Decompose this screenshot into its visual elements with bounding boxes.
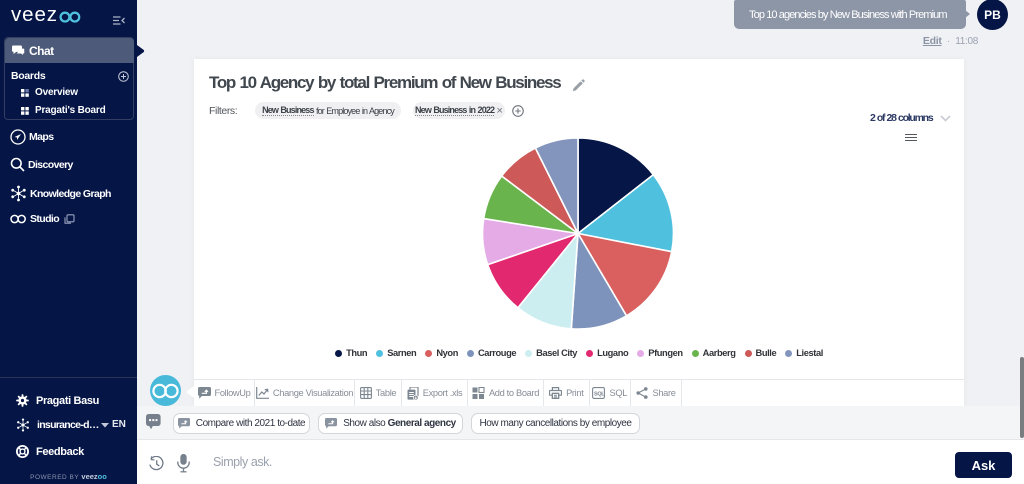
svg-text:SQL: SQL: [594, 392, 605, 398]
